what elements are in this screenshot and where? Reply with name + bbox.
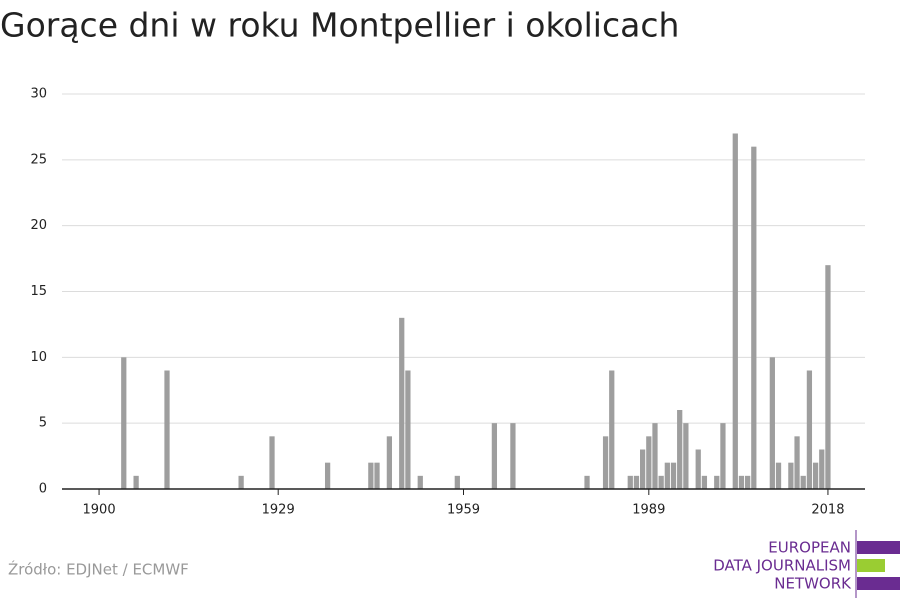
bar [652,423,658,489]
bar [788,462,794,489]
bar [714,475,720,489]
bar [417,475,423,489]
bar [775,462,782,489]
bar [738,475,745,489]
bar [720,423,726,489]
y-tick-label: 20 [30,218,47,233]
y-tick-label: 0 [39,482,47,497]
bar [633,475,640,489]
y-tick-label: 30 [30,87,47,102]
logo-bar [857,541,900,554]
x-tick-label: 1929 [262,503,295,518]
bar [745,475,751,489]
bar [670,462,677,489]
bar [269,436,275,489]
bar [405,370,411,489]
bar [491,423,498,489]
y-tick-label: 25 [30,152,47,167]
bar [658,475,664,489]
bar [584,475,590,489]
bar [769,357,775,489]
bar [454,475,460,489]
bar [695,449,701,489]
bar [751,146,757,489]
logo-text: DATA JOURNALISM [713,557,851,575]
bar [701,475,708,489]
x-tick-label: 1959 [447,503,480,518]
bar [677,410,683,489]
bar [646,436,652,489]
logo-text: NETWORK [774,575,852,593]
bar [627,475,633,489]
bar [640,449,646,489]
y-tick-label: 5 [39,416,47,431]
y-tick-label: 15 [30,284,47,299]
bar [664,462,670,489]
bar [368,462,374,489]
bar [133,475,139,489]
logo-bar [857,559,885,572]
x-tick-label: 1900 [83,503,116,518]
source: Źródło: EDJNet / ECMWF [8,560,189,579]
bar [324,462,331,489]
y-tick-label: 10 [30,350,47,365]
x-tick-label: 1989 [632,503,665,518]
bar [399,317,405,489]
bar [374,462,380,489]
bar [238,475,244,489]
bar [386,436,393,489]
bar [121,357,127,489]
bar [819,449,825,489]
bar [806,370,813,489]
bar [825,265,831,489]
bar [800,475,806,489]
bar [732,133,738,489]
bar [510,423,516,489]
bar [812,462,819,489]
bar [164,370,170,489]
bar [609,370,615,489]
chart-title: Gorące dni w roku Montpellier i okolicac… [0,6,679,45]
bar [794,436,800,489]
logo-text: EUROPEAN [768,539,851,557]
x-tick-label: 2018 [811,503,844,518]
logo-bar [857,577,900,590]
bar [683,423,689,489]
bar [602,436,609,489]
